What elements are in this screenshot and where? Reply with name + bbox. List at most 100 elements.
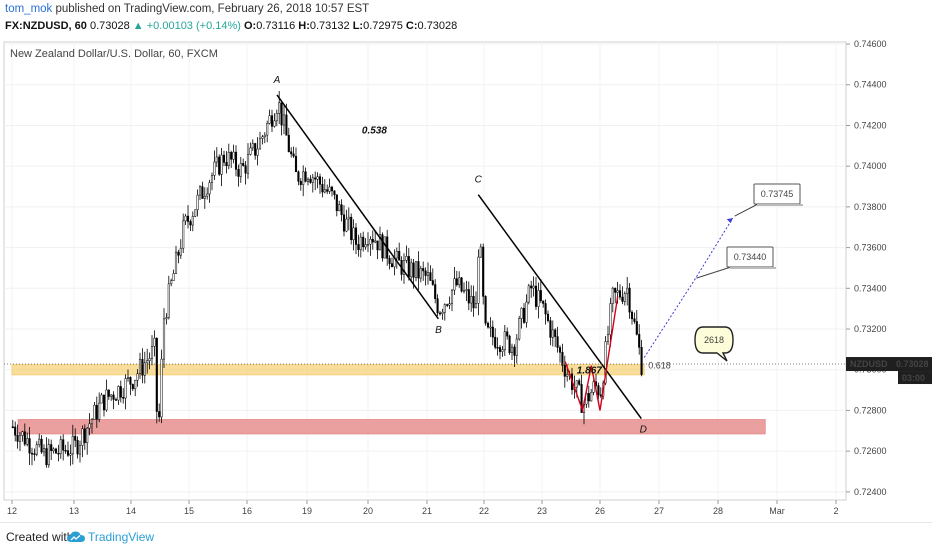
candle [153,337,156,347]
trendline-cd[interactable] [477,194,642,420]
candle [14,426,17,436]
candle [40,438,43,453]
candle [417,261,420,279]
candle [518,318,521,340]
author-link[interactable]: tom_mok [5,3,53,15]
candle [117,386,120,401]
trendline-ab[interactable] [276,94,440,320]
candle [126,377,130,379]
wave-labels: A B C D 0.538 1.867 0.618 [273,75,671,436]
candle [50,444,53,452]
candle [232,151,235,160]
candle [347,216,350,220]
candle [88,423,91,429]
candle [388,258,391,264]
candle [371,238,374,243]
open-value: 0.73116 [256,20,296,32]
y-tick-label: 0.72600 [854,446,887,456]
candle [333,190,336,195]
candle [486,322,490,328]
candle [453,278,456,291]
candle [578,380,581,385]
candle [506,331,509,337]
candle [479,246,482,258]
candle [321,184,324,193]
candle [549,320,552,338]
candle [172,273,175,281]
candle [489,326,492,329]
candle [141,358,144,376]
time-axis[interactable]: 12 13 14 15 16 19 20 21 22 23 26 27 28 Mar 2 [7,500,839,516]
candle [273,120,276,127]
wave-label-c: C [475,175,483,186]
candle [57,452,60,455]
callout-text: 2618 [704,335,724,345]
candle [462,290,466,292]
candle [633,318,636,322]
price-change: ▲ +0.00103 (+0.14%) [132,20,241,32]
candle [158,411,161,418]
candle [114,399,118,401]
candle [170,280,173,285]
candle [438,312,442,315]
callout-2618[interactable]: 2618 [694,326,734,362]
target-zone[interactable] [11,364,645,376]
projection-line-2[interactable] [693,217,734,281]
candle [74,435,77,441]
candle [249,147,252,155]
candle [484,296,487,324]
y-tick-label: 0.73600 [854,243,887,253]
candle [369,238,372,245]
candle [184,215,187,222]
tradingview-brand[interactable]: TradingView [88,530,155,544]
candle [470,296,473,304]
candle [330,186,334,192]
y-tick-label: 0.73400 [854,283,887,293]
candle [292,153,295,157]
callouts[interactable]: 0.73745 0.73440 2618 [694,183,803,362]
candle [143,362,146,376]
candle [537,290,540,307]
price-chart[interactable]: 0.74600 0.74400 0.74200 0.74000 0.73800 0.736… [0,36,932,522]
callout-0.73440[interactable]: 0.73440 [696,246,776,279]
candle [410,262,413,278]
zones[interactable] [11,364,766,435]
candle [62,439,65,451]
candle [47,444,50,466]
candle [513,346,516,356]
drawings[interactable] [4,94,846,420]
candle [546,313,550,321]
candle [304,171,307,182]
candle [628,287,631,313]
candle [604,341,607,384]
candle [561,352,564,366]
callout-0.73745[interactable]: 0.73745 [734,183,803,217]
candle [52,448,55,452]
callout-text: 0.73745 [761,189,794,199]
candle [191,216,194,226]
last-price: 0.73028 [89,20,130,32]
candle [446,304,449,306]
candle [26,438,29,445]
support-zone[interactable] [17,419,766,435]
candle [282,114,286,126]
low-value: 0.72975 [363,20,403,32]
candle [599,394,602,397]
candle [465,289,468,291]
candle [30,452,34,455]
candle [638,334,641,348]
created-with-text: Created with [6,530,74,544]
candle [532,285,535,289]
projection-line-1[interactable] [643,279,695,358]
candle [297,171,300,182]
close-label: C: [405,20,418,32]
candle [129,377,132,385]
candle [431,280,434,285]
candle [119,386,122,398]
candle [364,244,367,248]
x-tick-label: 26 [595,506,605,516]
candle [616,290,619,293]
candle [635,321,638,335]
candle [376,240,379,251]
harmonic-pattern[interactable] [564,296,619,414]
